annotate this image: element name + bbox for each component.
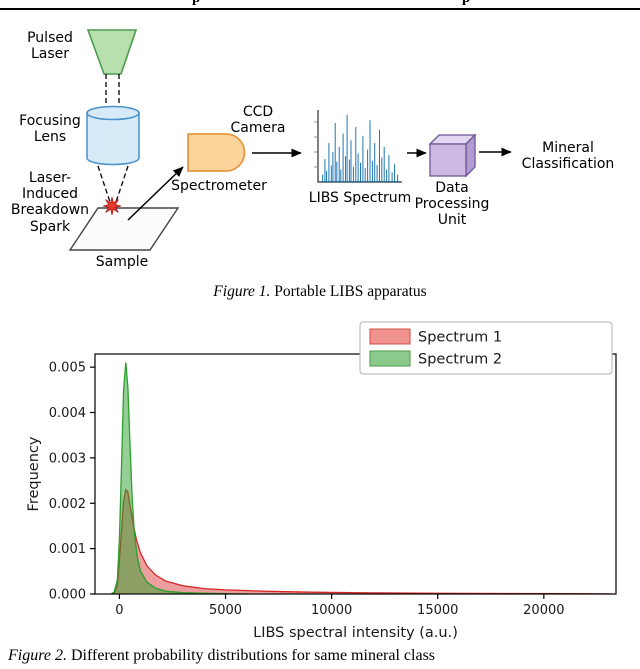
label-sample: Sample — [95, 254, 149, 270]
x-tick-label: 5000 — [209, 603, 242, 618]
dpu-cube-front — [429, 143, 467, 177]
libs-mini-spectrum — [314, 110, 402, 183]
sample-shape — [68, 207, 180, 251]
label-libs-spectrum: LIBS Spectrum — [308, 190, 412, 206]
label-focusing-lens: Focusing Lens — [19, 113, 81, 146]
chart-line-spectrum-2 — [110, 362, 247, 595]
focused-beam-line — [115, 165, 129, 203]
legend-swatch — [369, 328, 411, 345]
x-axis-label: LIBS spectral intensity (a.u.) — [253, 625, 458, 641]
focusing-lens-top — [86, 105, 140, 121]
legend-box — [359, 321, 613, 375]
label-data-processing-unit: Data Processing Unit — [414, 180, 490, 229]
chart-area-spectrum-1 — [110, 489, 612, 594]
y-tick-label: 0.001 — [49, 542, 86, 557]
mini-spectrum-axes — [317, 110, 402, 183]
x-tick-label: 20000 — [523, 603, 564, 618]
pulsed-laser-shape — [86, 29, 138, 75]
y-tick-label: 0.005 — [49, 361, 86, 376]
y-tick-label: 0.003 — [49, 451, 86, 466]
arrow-sample-to-spectrometer — [127, 166, 184, 221]
legend-swatch — [369, 350, 411, 367]
figure2-caption-tag: Figure 2. — [8, 647, 67, 664]
focusing-lens-body — [86, 112, 140, 166]
y-tick-label: 0.002 — [49, 497, 86, 512]
label-breakdown-spark: Laser- Induced Breakdown Spark — [10, 170, 90, 235]
y-axis-label: Frequency — [26, 436, 42, 511]
figure1-caption-tag: Figure 1. — [213, 283, 271, 300]
section-rule — [0, 8, 640, 10]
spark-icon — [102, 196, 122, 216]
legend-label: Spectrum 1 — [418, 330, 502, 346]
x-tick-label: 10000 — [311, 603, 352, 618]
x-tick-label: 15000 — [417, 603, 458, 618]
figure1-caption-text: Portable LIBS apparatus — [270, 283, 427, 300]
cropped-header-fragment-text: p — [192, 0, 216, 7]
focused-beam-line — [97, 165, 111, 203]
y-tick-label: 0.004 — [49, 406, 86, 421]
chart-spines — [94, 353, 617, 595]
figure2-caption-text: Different probability distributions for … — [66, 647, 436, 664]
y-tick-label: 0.000 — [49, 588, 86, 603]
label-pulsed-laser: Pulsed Laser — [27, 30, 73, 63]
label-ccd-camera: CCD Camera — [230, 104, 286, 137]
figure1-caption: Figure 1. Portable LIBS apparatus — [0, 283, 640, 301]
cropped-header-fragment: p — [462, 0, 486, 8]
figure2-chart: 0 5000 10000 15000 20000 0.000 0.001 0.002 0.003… — [26, 321, 617, 641]
chart-line-spectrum-1 — [110, 488, 612, 595]
x-tick-label: 0 — [115, 603, 123, 618]
figure2-caption: Figure 2. Different probability distribu… — [8, 647, 638, 665]
cropped-header-fragment: p — [192, 0, 216, 8]
figure1-diagram — [68, 29, 512, 251]
label-mineral-classification: Mineral Classification — [521, 140, 615, 173]
legend-label: Spectrum 2 — [418, 352, 502, 368]
label-spectrometer: Spectrometer — [171, 178, 267, 194]
cropped-header-fragment-text: p — [462, 0, 486, 7]
spectrometer-shape — [187, 133, 246, 172]
